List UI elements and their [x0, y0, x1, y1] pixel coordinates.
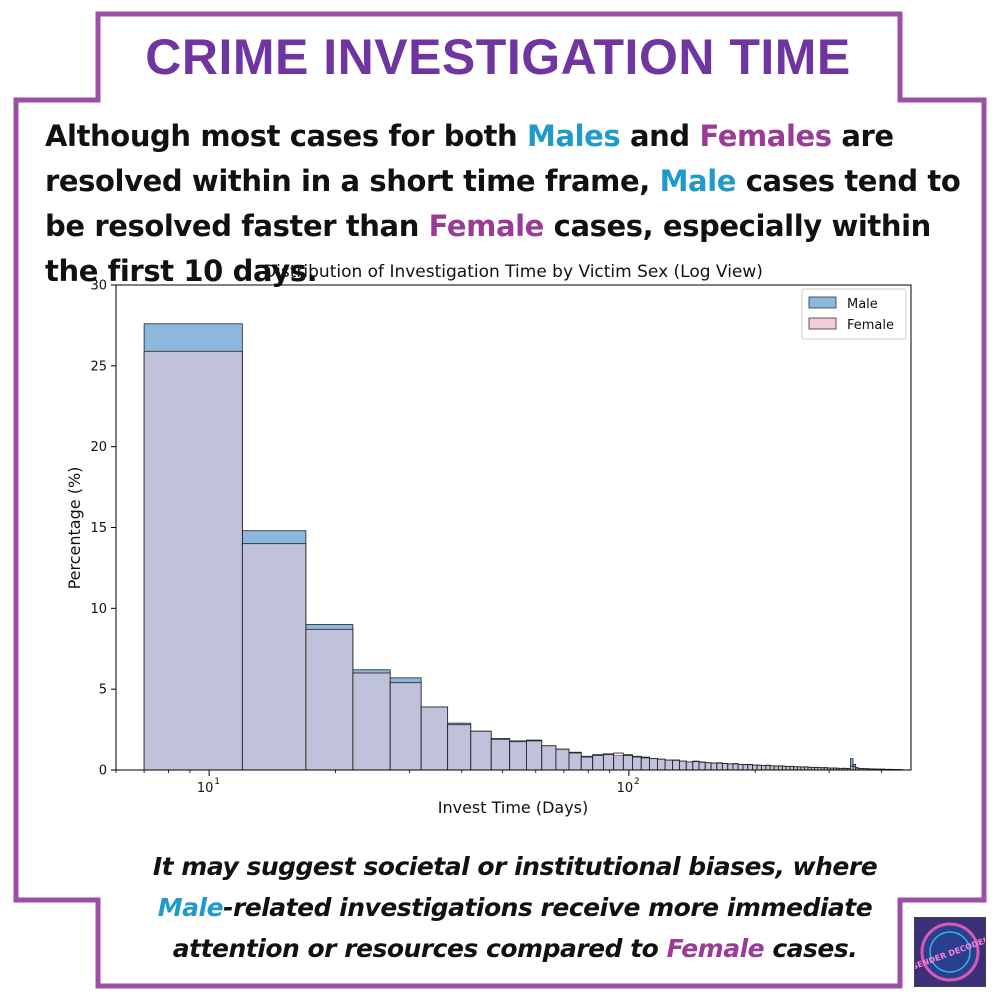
legend: Male Female [801, 288, 907, 340]
intro-female-highlight: Female [428, 209, 545, 243]
female-bar [685, 761, 694, 771]
female-bar [592, 755, 604, 771]
female-bar [692, 761, 700, 771]
legend-female-label: Female [847, 318, 894, 333]
female-bar [632, 756, 642, 771]
intro-text: and [620, 119, 700, 153]
legend-male-swatch [808, 296, 837, 309]
female-bar [657, 758, 666, 771]
female-bar [420, 706, 449, 771]
female-bar [541, 745, 557, 771]
female-bar [710, 762, 718, 771]
y-tick-label: 5 [99, 683, 107, 698]
female-bar [716, 762, 723, 771]
female-bar [241, 543, 307, 771]
female-bar [781, 765, 787, 771]
female-bar [679, 760, 687, 771]
female-bar [305, 628, 354, 771]
closing-paragraph: It may suggest societal or institutional… [140, 846, 890, 969]
legend-male-label: Male [847, 297, 878, 312]
y-axis-ticks: 0 5 10 15 20 25 30 [90, 279, 116, 779]
y-tick-label: 30 [90, 279, 107, 294]
female-bar [664, 759, 673, 771]
y-tick-label: 25 [90, 359, 107, 374]
intro-text: cases, especially within the first 10 da… [45, 209, 931, 288]
y-tick-label: 20 [90, 440, 107, 455]
female-bar [649, 757, 658, 771]
female-bar [698, 761, 706, 771]
female-bar [769, 765, 775, 771]
female-bar [490, 738, 511, 771]
closing-text: cases. [764, 934, 858, 963]
x-axis-ticks: 10 1 10 2 [115, 770, 883, 796]
page-title: CRIME INVESTIGATION TIME [145, 29, 851, 85]
histogram-chart: Distribution of Investigation Time by Vi… [65, 262, 912, 817]
female-bar [721, 763, 729, 771]
x-tick-exponent: 1 [214, 777, 220, 787]
female-bar [613, 752, 624, 771]
x-axis-label: Invest Time (Days) [438, 798, 589, 817]
legend-female-swatch [808, 317, 837, 330]
x-tick-exponent: 2 [634, 777, 640, 787]
gender-decoded-logo: GENDER DECODED [910, 917, 992, 987]
intro-females-highlight: Females [699, 119, 832, 153]
female-bar [765, 765, 771, 771]
x-tick-label: 10 [197, 781, 214, 796]
closing-female-highlight: Female [666, 934, 765, 963]
female-bar [704, 762, 712, 771]
female-bar [389, 682, 422, 771]
female-bar [603, 754, 615, 771]
female-bar [756, 764, 762, 771]
y-tick-label: 0 [99, 764, 107, 779]
female-bars [143, 350, 905, 771]
y-tick-label: 10 [90, 602, 107, 617]
female-bar [789, 766, 795, 771]
female-bar [555, 748, 570, 771]
y-tick-label: 15 [90, 521, 107, 536]
female-bar [143, 350, 243, 771]
female-bar [777, 765, 783, 771]
closing-text: It may suggest societal or institutional… [152, 852, 878, 881]
female-bar [727, 763, 734, 771]
logo-graphic: GENDER DECODED [910, 918, 992, 986]
female-bar [470, 730, 492, 771]
female-bar [742, 764, 749, 771]
female-bar [526, 740, 543, 771]
intro-text: are resolved within in a short time fram… [45, 119, 894, 198]
female-bar [752, 764, 758, 771]
closing-text: -related investigations receive more imm… [172, 893, 873, 963]
y-axis-label: Percentage (%) [65, 467, 84, 590]
intro-text: Although most cases for both [45, 119, 527, 153]
female-bar [785, 766, 791, 771]
intro-text: cases tend to be resolved faster than [45, 164, 961, 243]
female-bar [773, 765, 779, 771]
female-bar [447, 724, 472, 771]
female-bar [849, 765, 854, 771]
female-bar [640, 757, 650, 771]
female-bar [352, 672, 391, 771]
intro-males-highlight: Males [527, 119, 621, 153]
chart-title: Distribution of Investigation Time by Vi… [263, 262, 763, 282]
female-bar [568, 752, 582, 771]
female-bar [622, 755, 633, 771]
intro-paragraph: Although most cases for both Males and F… [45, 114, 965, 294]
female-bar [761, 765, 767, 771]
intro-male-highlight: Male [659, 164, 737, 198]
female-bar [672, 759, 680, 771]
closing-male-highlight: Male [157, 893, 224, 922]
female-bar [732, 763, 739, 771]
female-bar [509, 741, 527, 771]
female-bar [580, 756, 594, 771]
x-tick-label: 10 [617, 781, 634, 796]
female-bar [737, 763, 744, 771]
female-bar [747, 764, 753, 771]
